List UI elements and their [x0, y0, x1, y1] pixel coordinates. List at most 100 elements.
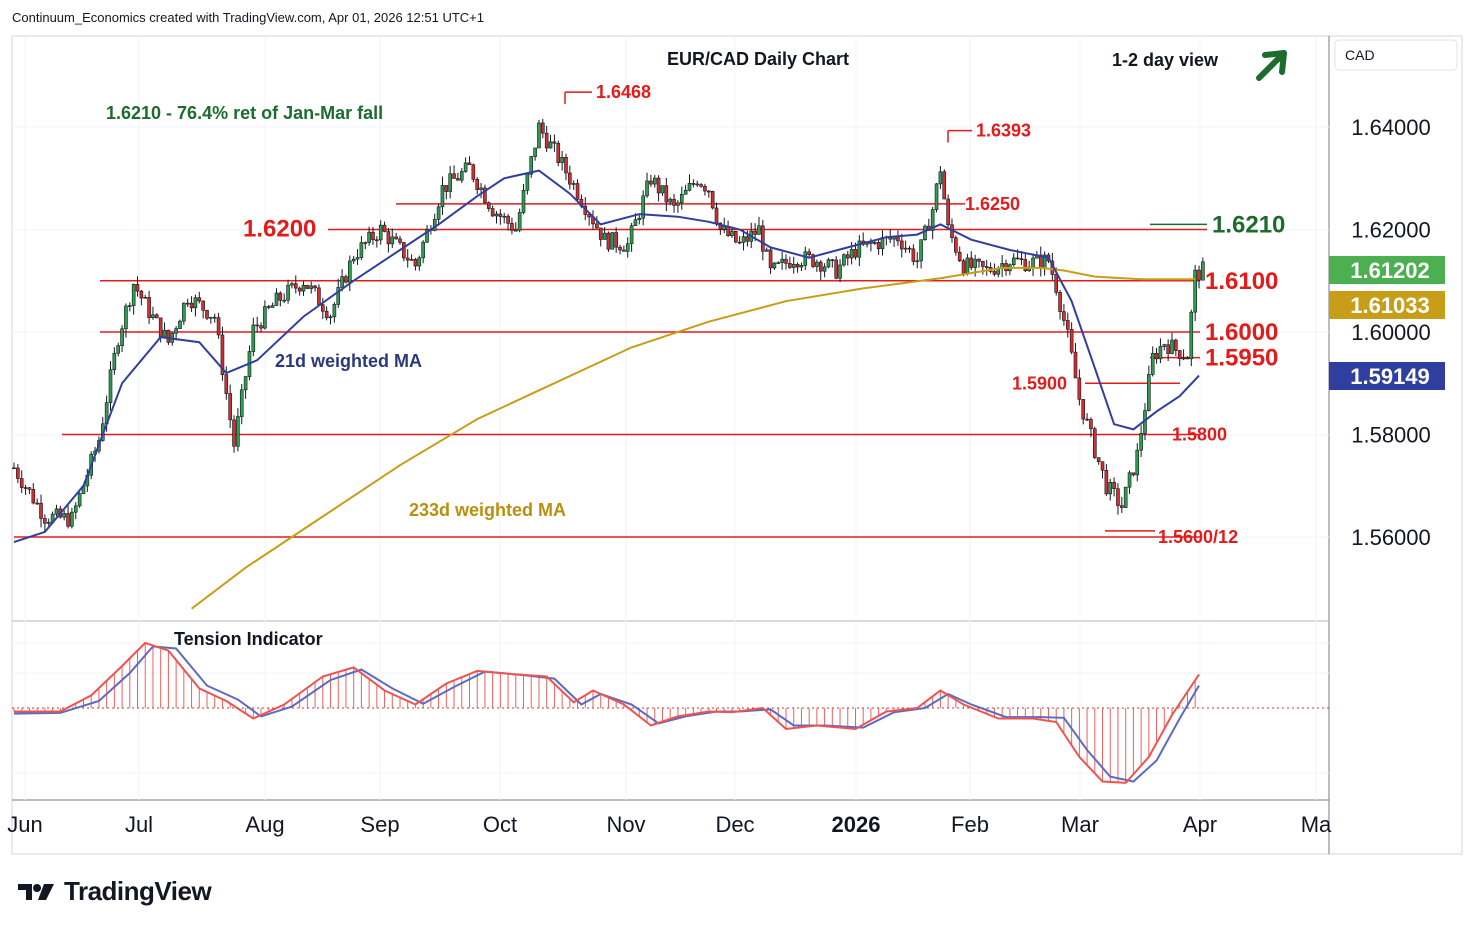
candle-body: [1054, 274, 1058, 293]
x-tick-label: Aug: [245, 812, 284, 837]
candle-body: [35, 502, 39, 505]
level-label: 1.6100: [1205, 268, 1278, 295]
chart-frame: [11, 35, 1463, 855]
candle-body: [313, 285, 317, 289]
candle-body: [448, 173, 452, 192]
candle-body: [703, 185, 707, 192]
candle-body: [672, 198, 676, 206]
tension-indicator-pane: [12, 641, 1329, 784]
x-tick-label: Apr: [1183, 812, 1217, 837]
candle-body: [1170, 339, 1174, 354]
candle-body: [757, 225, 761, 235]
candle-body: [483, 187, 487, 203]
ma233-line: [190, 266, 1196, 610]
candle-body: [355, 257, 360, 260]
candle-body: [1019, 258, 1024, 261]
candle-body: [548, 141, 553, 149]
candle-body: [803, 251, 808, 266]
candle-body: [1166, 344, 1170, 354]
ma21-line: [13, 169, 1200, 544]
candle-body: [479, 187, 483, 190]
candle-body: [506, 215, 510, 224]
candle-body: [799, 265, 804, 268]
candle-body: [371, 231, 375, 241]
candle-body: [896, 236, 900, 242]
price-tag-label: 1.61033: [1350, 293, 1430, 318]
candle-body: [394, 236, 398, 240]
candle-body: [409, 259, 414, 261]
candle-body: [305, 284, 310, 289]
candle-body: [116, 345, 121, 354]
candle-body: [1085, 418, 1089, 421]
candle-body: [386, 231, 391, 245]
candle-body: [402, 242, 406, 259]
candle-body: [336, 287, 341, 305]
candle-body: [772, 262, 777, 269]
candle-body: [1077, 377, 1082, 400]
candle-body: [876, 242, 881, 250]
x-tick-label: Nov: [606, 812, 645, 837]
candle-body: [718, 222, 723, 230]
candle-body: [903, 247, 908, 250]
candle-body: [1127, 472, 1132, 488]
candle-body: [664, 185, 669, 203]
currency-label: CAD: [1345, 47, 1375, 63]
candlestick-series: [12, 118, 1205, 533]
candle-body: [363, 242, 368, 244]
candle-body: [544, 132, 549, 149]
candle-body: [652, 177, 657, 185]
x-tick-label: Sep: [360, 812, 399, 837]
candle-body: [981, 261, 985, 267]
candle-body: [815, 261, 819, 267]
candle-body: [77, 493, 82, 507]
candle-body: [1135, 449, 1140, 476]
candle-body: [255, 324, 259, 327]
candle-body: [475, 179, 480, 190]
candle-body: [618, 246, 622, 251]
currency-box[interactable]: [1334, 39, 1458, 71]
candle-body: [309, 285, 314, 289]
candle-body: [197, 297, 202, 302]
candle-body: [1150, 352, 1155, 375]
candle-body: [818, 261, 823, 272]
candle-body: [498, 213, 503, 217]
candle-body: [251, 324, 256, 352]
candle-body: [660, 185, 665, 194]
candle-body: [533, 147, 537, 157]
candle-body: [911, 248, 916, 262]
candle-body: [919, 239, 923, 262]
candle-body: [510, 222, 514, 231]
price-tag-label: 1.59149: [1350, 364, 1430, 389]
tension-indicator-title: Tension Indicator: [174, 629, 323, 649]
candle-body: [43, 518, 47, 524]
candle-body: [849, 249, 854, 259]
x-tick-label: Jun: [7, 812, 42, 837]
candle-body: [1065, 320, 1070, 330]
candle-body: [541, 122, 545, 134]
price-tags: 1.61202 1.61033 1.59149: [1329, 256, 1445, 390]
candle-body: [575, 183, 580, 200]
candle-body: [745, 236, 750, 242]
level-label: 1.6210: [1212, 211, 1285, 238]
level-label: 1.6250: [965, 194, 1020, 214]
candle-body: [1123, 486, 1128, 508]
candle-body: [857, 240, 862, 258]
candle-body: [513, 229, 518, 232]
time-axis-labels: Jun Jul Aug Sep Oct Nov Dec 2026 Feb Mar Apr Ma: [7, 812, 1332, 837]
candle-body: [467, 162, 472, 166]
candle-body: [178, 320, 182, 329]
candle-body: [923, 225, 927, 240]
candle-body: [425, 229, 429, 243]
candle-body: [525, 173, 530, 191]
candle-body: [490, 208, 495, 217]
x-tick-label: Ma: [1301, 812, 1332, 837]
candle-body: [66, 513, 70, 527]
candle-body: [486, 202, 491, 209]
tradingview-logo[interactable]: TradingView: [16, 876, 212, 907]
candle-body: [1096, 457, 1101, 462]
candle-body: [961, 260, 966, 275]
candle-body: [216, 317, 221, 336]
candle-body: [70, 511, 74, 527]
candle-body: [683, 189, 688, 195]
